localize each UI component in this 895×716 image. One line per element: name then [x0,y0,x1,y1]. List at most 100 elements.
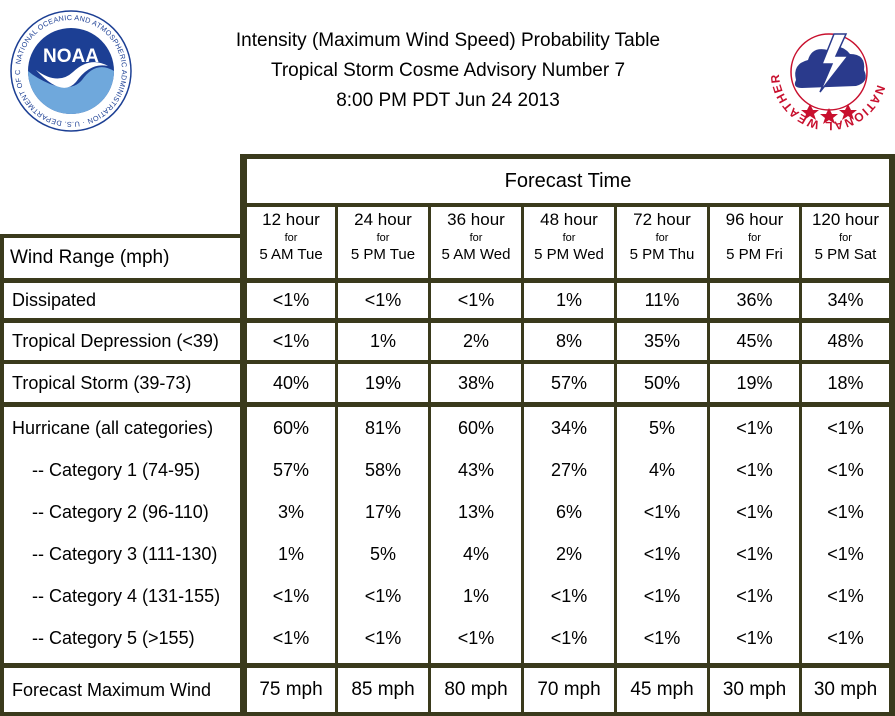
table-border-top [243,154,895,159]
table-cell: 5% [369,543,396,564]
column-divider [521,205,524,716]
column-date: 5 AM Wed [441,246,511,263]
table-border-left [0,234,4,716]
wind-range-header: Wind Range (mph) [10,247,170,268]
column-header-36h: 36 hour for 5 AM Wed [431,209,521,265]
table-cell: 36% [736,290,773,310]
table-cell: 45% [736,331,773,351]
row-divider-4 [0,663,895,668]
table-cell: 4% [648,459,675,480]
table-cell: <1% [827,543,864,564]
table-cell: <1% [736,417,773,438]
column-header-48h: 48 hour for 5 PM Wed [524,209,614,265]
column-divider [428,205,431,716]
column-for: for [469,232,483,244]
column-date: 5 PM Sat [814,246,877,263]
table-border-left-header [240,154,247,282]
table-cell: <1% [643,585,681,606]
table-cell: 38% [457,372,495,393]
column-date: 5 PM Wed [534,246,604,263]
table-cell: 2% [462,331,489,351]
table-cell: <1% [272,331,310,351]
table-cell: 50% [643,372,681,393]
table-cell: <1% [550,585,588,606]
column-for: for [748,232,761,244]
row-label-category-1: -- Category 1 (74-95) [32,459,201,480]
advisory-time: 8:00 PM PDT Jun 24 2013 [336,90,560,111]
table-cell: <1% [364,585,402,606]
table-cell: <1% [643,627,681,648]
table-cell: <1% [457,627,495,648]
header-bottom [0,278,895,283]
table-cell: 34% [550,417,588,438]
table-cell: 5% [648,417,675,438]
table-cell: <1% [827,585,864,606]
max-wind-cell: 30 mph [722,679,787,700]
column-divider [614,205,617,716]
table-cell: 1% [369,331,396,351]
header: NOAA NATIONAL OCEANIC AND ATMOSPHERIC AD… [0,0,895,150]
table-cell: 11% [644,290,680,310]
column-for: for [376,232,390,244]
table-cell: 1% [555,290,582,310]
max-wind-cell: 30 mph [813,679,878,700]
table-cell: <1% [736,585,773,606]
table-cell: <1% [272,627,310,648]
table-cell: <1% [827,501,864,522]
row-label-tropical-storm: Tropical Storm (39-73) [12,372,192,393]
label-column-divider [240,234,247,716]
column-hour: 12 hour [262,210,320,229]
max-wind-cell: 80 mph [444,679,508,700]
row-label-dissipated: Dissipated [12,290,97,310]
row-divider-1 [0,318,895,323]
table-cell: <1% [643,543,681,564]
forecast-time-header: Forecast Time [504,169,632,192]
column-for: for [839,232,852,244]
table-cell: <1% [827,627,864,648]
max-wind-cell: 75 mph [259,679,323,700]
national-weather-service-logo: NATIONAL WEATHER SERVICE [770,8,887,133]
table-cell: 1% [462,585,489,606]
column-hour: 48 hour [540,210,598,229]
table-cell: <1% [364,627,402,648]
table-cell: 2% [555,543,582,564]
table-cell: 34% [827,290,864,310]
column-date: 5 AM Tue [259,246,323,263]
forecast-time-divider [243,203,895,207]
table-cell: 43% [457,459,495,480]
table-cell: 48% [827,331,864,351]
noaa-logo: NOAA NATIONAL OCEANIC AND ATMOSPHERIC AD… [10,10,132,132]
table-cell: 19% [364,372,402,393]
table-cell: <1% [272,290,310,310]
row-divider-3 [0,402,895,407]
column-divider [799,205,802,716]
table-cell: <1% [827,417,864,438]
row-label-tropical-depression: Tropical Depression (<39) [12,331,219,351]
row-label-category-3: -- Category 3 (111-130) [32,543,218,564]
row-divider-2 [0,360,895,364]
table-border-bottom [0,712,895,716]
table-cell: <1% [736,459,773,480]
column-header-24h: 24 hour for 5 PM Tue [338,209,428,265]
table-cell: 81% [364,417,402,438]
row-label-category-5: -- Category 5 (>155) [32,627,195,648]
column-divider [707,205,710,716]
table-cell: 35% [643,331,681,351]
table-cell: <1% [457,290,495,310]
column-date: 5 PM Tue [350,246,416,263]
table-border-right [889,154,895,716]
row-label-category-2: -- Category 2 (96-110) [32,501,209,522]
table-cell: <1% [827,459,864,480]
column-date: 5 PM Fri [726,246,783,263]
row-label-hurricane: Hurricane (all categories) [12,417,214,438]
column-for: for [655,232,669,244]
column-date: 5 PM Thu [629,246,695,263]
max-wind-cell: 45 mph [630,679,694,700]
table-cell: 57% [272,459,310,480]
max-wind-cell: 70 mph [537,679,601,700]
column-header-12h: 12 hour for 5 AM Tue [247,209,335,265]
column-divider [335,205,338,716]
table-cell: 27% [550,459,588,480]
table-cell: 1% [277,543,304,564]
column-for: for [284,232,298,244]
